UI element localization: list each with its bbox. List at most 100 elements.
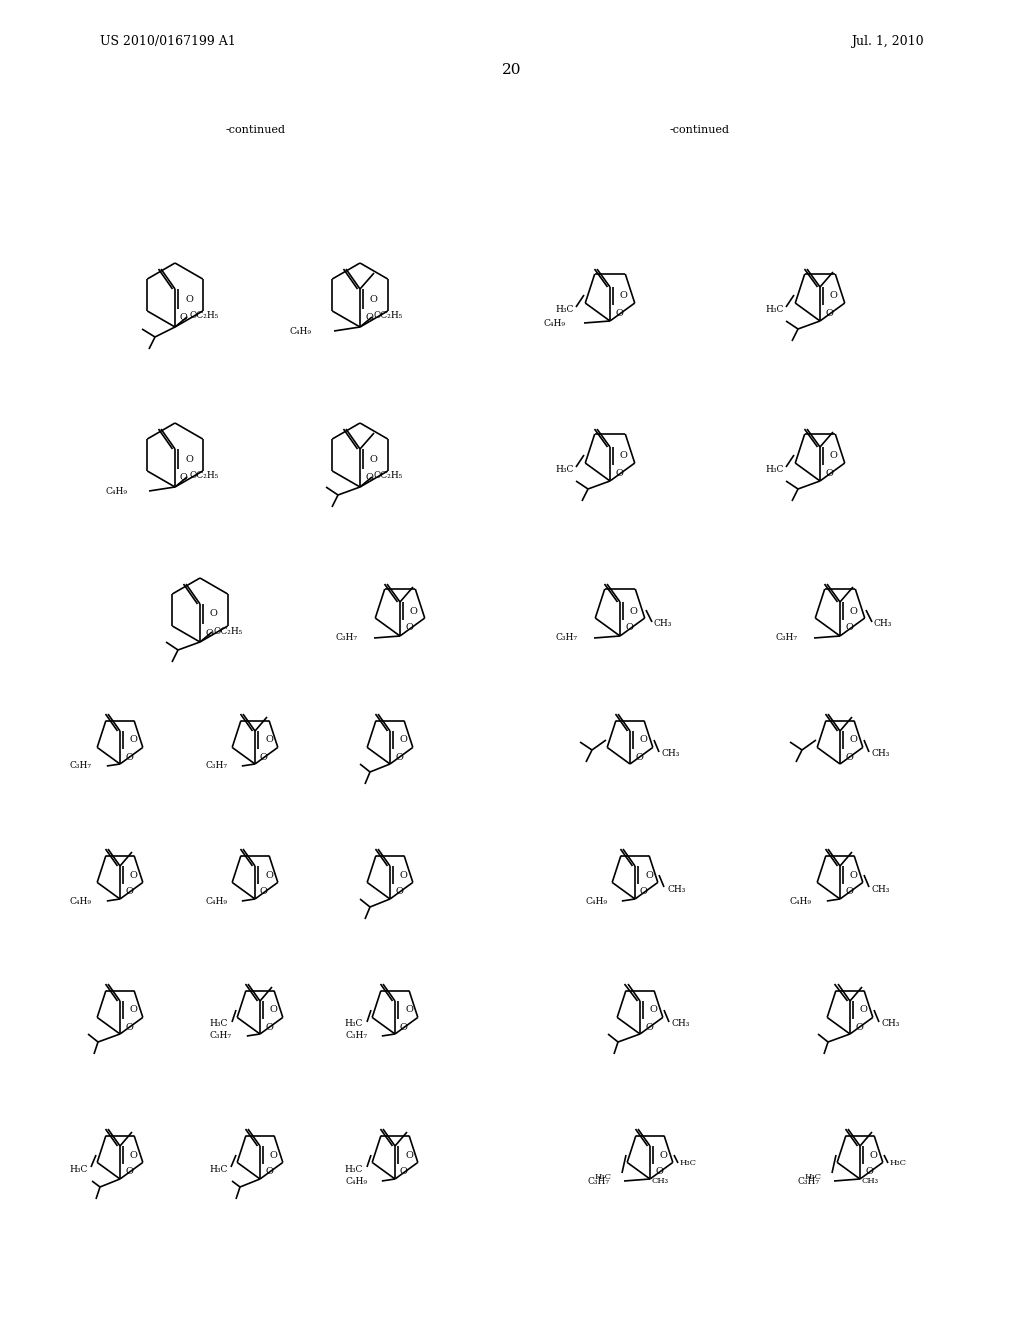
Text: H₃C: H₃C	[766, 305, 784, 314]
Text: O: O	[205, 628, 213, 638]
Text: H₃C: H₃C	[345, 1019, 362, 1028]
Text: O: O	[845, 623, 853, 632]
Text: O: O	[825, 309, 833, 318]
Text: H₃C: H₃C	[70, 1164, 88, 1173]
Text: C₄H₉: C₄H₉	[585, 896, 607, 906]
Text: O: O	[265, 1023, 272, 1031]
Text: CH₃: CH₃	[872, 750, 891, 759]
Text: O: O	[125, 887, 133, 896]
Text: OC₂H₅: OC₂H₅	[374, 312, 403, 321]
Text: O: O	[395, 752, 402, 762]
Text: O: O	[845, 752, 853, 762]
Text: O: O	[130, 1151, 138, 1159]
Text: C₃H₇: C₃H₇	[556, 634, 578, 643]
Text: 20: 20	[502, 63, 522, 77]
Text: O: O	[265, 870, 272, 879]
Text: O: O	[210, 610, 218, 619]
Text: O: O	[825, 469, 833, 478]
Text: O: O	[400, 1023, 408, 1031]
Text: -continued: -continued	[670, 125, 730, 135]
Text: O: O	[370, 454, 378, 463]
Text: C₃H₇: C₃H₇	[345, 1031, 367, 1040]
Text: OC₂H₅: OC₂H₅	[189, 471, 218, 480]
Text: OC₂H₅: OC₂H₅	[214, 627, 244, 635]
Text: CH₃: CH₃	[667, 884, 685, 894]
Text: OC₂H₅: OC₂H₅	[189, 312, 218, 321]
Text: O: O	[645, 1023, 653, 1031]
Text: O: O	[410, 606, 418, 615]
Text: H₃C: H₃C	[210, 1164, 228, 1173]
Text: O: O	[830, 451, 838, 461]
Text: O: O	[860, 1006, 868, 1015]
Text: O: O	[615, 469, 623, 478]
Text: O: O	[130, 870, 138, 879]
Text: O: O	[130, 735, 138, 744]
Text: O: O	[615, 309, 623, 318]
Text: O: O	[630, 606, 638, 615]
Text: O: O	[635, 752, 643, 762]
Text: O: O	[830, 292, 838, 301]
Text: C₄H₉: C₄H₉	[205, 896, 227, 906]
Text: O: O	[850, 735, 858, 744]
Text: Jul. 1, 2010: Jul. 1, 2010	[851, 36, 924, 49]
Text: C₃H₇: C₃H₇	[776, 634, 798, 643]
Text: O: O	[645, 870, 653, 879]
Text: H₃C: H₃C	[556, 465, 574, 474]
Text: H₃C: H₃C	[345, 1164, 362, 1173]
Text: O: O	[260, 752, 268, 762]
Text: O: O	[365, 314, 373, 322]
Text: O: O	[625, 623, 633, 632]
Text: O: O	[855, 1023, 863, 1031]
Text: O: O	[640, 887, 648, 896]
Text: O: O	[620, 292, 628, 301]
Text: CH₃: CH₃	[872, 884, 891, 894]
Text: CH₃: CH₃	[654, 619, 673, 628]
Text: O: O	[850, 606, 858, 615]
Text: CH₃: CH₃	[672, 1019, 690, 1028]
Text: O: O	[125, 752, 133, 762]
Text: O: O	[270, 1151, 278, 1159]
Text: C₄H₉: C₄H₉	[345, 1176, 367, 1185]
Text: H₃C: H₃C	[890, 1159, 907, 1167]
Text: H₃C: H₃C	[210, 1019, 228, 1028]
Text: O: O	[845, 887, 853, 896]
Text: O: O	[260, 887, 268, 896]
Text: C₄H₉: C₄H₉	[544, 318, 566, 327]
Text: O: O	[125, 1023, 133, 1031]
Text: CH₃: CH₃	[662, 750, 680, 759]
Text: O: O	[406, 623, 413, 632]
Text: O: O	[185, 294, 193, 304]
Text: O: O	[265, 735, 272, 744]
Text: C₃H₇: C₃H₇	[205, 762, 227, 771]
Text: O: O	[400, 870, 408, 879]
Text: O: O	[180, 314, 187, 322]
Text: H₃C: H₃C	[595, 1173, 612, 1181]
Text: O: O	[406, 1151, 413, 1159]
Text: CH₃: CH₃	[882, 1019, 900, 1028]
Text: O: O	[370, 294, 378, 304]
Text: O: O	[130, 1006, 138, 1015]
Text: CH₃: CH₃	[862, 1177, 879, 1185]
Text: O: O	[270, 1006, 278, 1015]
Text: O: O	[185, 454, 193, 463]
Text: CH₃: CH₃	[652, 1177, 669, 1185]
Text: O: O	[365, 474, 373, 483]
Text: US 2010/0167199 A1: US 2010/0167199 A1	[100, 36, 236, 49]
Text: O: O	[265, 1167, 272, 1176]
Text: O: O	[180, 474, 187, 483]
Text: O: O	[870, 1151, 878, 1159]
Text: H₃C: H₃C	[680, 1159, 697, 1167]
Text: H₃C: H₃C	[556, 305, 574, 314]
Text: O: O	[125, 1167, 133, 1176]
Text: O: O	[400, 735, 408, 744]
Text: -continued: -continued	[226, 125, 286, 135]
Text: O: O	[850, 870, 858, 879]
Text: O: O	[655, 1167, 663, 1176]
Text: O: O	[650, 1006, 657, 1015]
Text: O: O	[640, 735, 648, 744]
Text: C₃H₇: C₃H₇	[798, 1176, 820, 1185]
Text: C₄H₉: C₄H₉	[790, 896, 812, 906]
Text: O: O	[406, 1006, 413, 1015]
Text: C₄H₉: C₄H₉	[105, 487, 127, 495]
Text: O: O	[395, 887, 402, 896]
